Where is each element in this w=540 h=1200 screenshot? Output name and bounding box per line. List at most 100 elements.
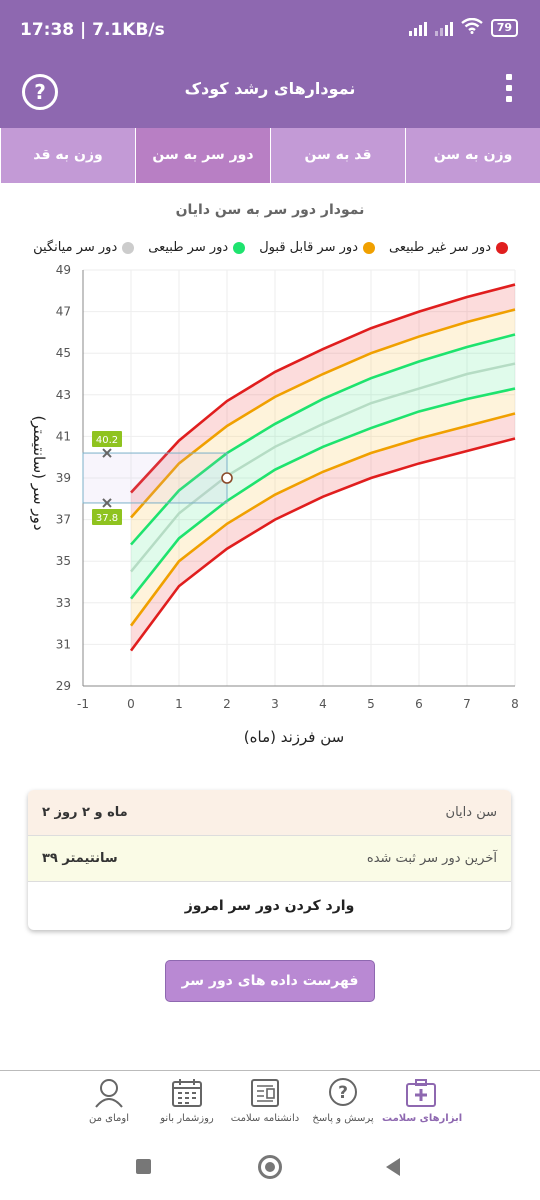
x-tick-label: 1 [175,697,183,711]
band-acceptable-high [131,309,515,545]
y-tick-label: 47 [56,305,71,319]
y-tick-label: 49 [56,263,71,277]
band-abnormal-high [131,284,515,518]
x-tick-label: 3 [271,697,279,711]
x-tick-label: 8 [511,697,519,711]
legend-item-normal: دور سر طبیعی [148,240,246,255]
legend-item-median: دور سر میانگین [33,240,135,255]
nav-label: دانشنامه سلامت [230,1113,300,1124]
question-bubble-icon: ? [329,1078,357,1106]
recents-icon[interactable] [136,1159,151,1174]
user-avatar-icon [95,1079,123,1108]
x-tick-label: 5 [367,697,375,711]
y-tick-label: 39 [56,471,71,485]
range-marker-icon [102,498,112,508]
tab-weight-for-age[interactable]: وزن به سن [405,128,540,183]
nav-label: پرسش و پاسخ [312,1113,374,1124]
y-tick-label: 35 [56,554,71,568]
home-icon[interactable] [258,1155,282,1179]
page-title: نمودارهای رشد کودک [184,79,356,98]
legend-swatch [233,241,246,254]
range-marker-icon [102,448,112,458]
legend-label: دور سر میانگین [33,240,118,255]
signal-icon-2 [434,20,453,36]
y-tick-label: 31 [56,637,71,651]
range-box [82,452,228,504]
x-tick-label: 7 [463,697,471,711]
x-tick-label: 4 [319,697,327,711]
range-label: 40.2 [96,435,118,446]
legend-label: دور سر غیر طبیعی [388,240,491,255]
x-axis-label: سن فرزند (ماه) [244,728,344,746]
calendar-icon [172,1079,202,1107]
nav-label: روزشمار بانو [160,1113,214,1124]
status-time: 17:38 | 7.1KB/s [20,20,165,40]
tab-bar: وزن به سن قد به سن دور سر به سن وزن به ق… [0,128,540,183]
data-list-button[interactable]: فهرست داده های دور سر دایان [165,960,375,1029]
nav-profile[interactable]: اومای من [70,1071,148,1137]
x-tick-label: -1 [77,697,89,711]
newspaper-icon [251,1079,279,1107]
y-tick-label: 33 [56,596,71,610]
y-tick-label: 43 [56,388,71,402]
chart-title: نمودار دور سر به سن دایان [175,202,365,218]
measurement-point [221,472,233,484]
range-label-box [92,431,122,448]
age-label: سن دایان [445,805,497,820]
battery-icon: 79 [490,19,518,37]
more-menu-icon[interactable] [506,74,512,102]
band-abnormal-low [131,413,515,651]
info-card: ۲ ماه و ۲ روز سن دایان ۳۹ سانتیمتر آخرین… [28,790,511,930]
curve-median [130,362,516,573]
health-kit-icon [406,1079,436,1107]
signal-icon [408,20,427,36]
curve-abnormal-high [130,283,516,494]
help-icon[interactable]: ? [22,74,58,110]
enter-today-button[interactable]: وارد کردن دور سر امروز [184,898,355,914]
legend-swatch [362,241,375,254]
legend-item-acceptable: دور سر قابل قبول [259,240,375,255]
y-tick-label: 41 [56,429,71,443]
tab-head-for-age[interactable]: دور سر به سن [135,128,270,183]
status-icons: 79 [408,17,518,38]
curve-abnormal-low [129,437,516,652]
range-label: 37.8 [96,513,118,524]
bottom-nav: ابزارهای سلامت ? پرسش و پاسخ دانشنامه سل… [0,1070,540,1137]
legend-item-abnormal: دور سر غیر طبیعی [389,240,508,255]
legend-label: دور سر طبیعی [148,240,229,255]
age-row: ۲ ماه و ۲ روز سن دایان [28,790,511,836]
nav-qa[interactable]: ? پرسش و پاسخ [304,1071,382,1137]
curve-acceptable-high [130,308,516,519]
y-axis-label: دور سر (سانتیمتر) [30,415,48,530]
x-tick-label: 6 [415,697,423,711]
nav-health-tools[interactable]: ابزارهای سلامت [382,1071,463,1137]
nav-label: اومای من [89,1113,129,1124]
band-normal [131,334,515,599]
curve-normal-low [129,387,516,600]
curve-normal-high [130,333,516,546]
tab-weight-for-height[interactable]: وزن به قد [0,128,135,183]
chart-legend: دور سر غیر طبیعی دور سر قابل قبول دور سر… [33,240,508,255]
svg-text:?: ? [338,1083,348,1103]
last-measure-label: آخرین دور سر ثبت شده [366,851,497,866]
back-icon[interactable] [386,1158,400,1176]
curve-acceptable-low [129,412,516,627]
growth-chart[interactable]: -1 0 1 2 3 4 5 6 7 8293133353739414345474940.237.… [0,262,540,762]
x-tick-label: 2 [223,697,231,711]
band-acceptable-low [131,388,515,626]
status-bar: 17:38 | 7.1KB/s 79 [0,0,540,52]
last-measure-row: ۳۹ سانتیمتر آخرین دور سر ثبت شده [28,836,511,882]
y-tick-label: 29 [56,679,71,693]
nav-calendar[interactable]: روزشمار بانو [148,1071,226,1137]
nav-encyclopedia[interactable]: دانشنامه سلامت [226,1071,304,1137]
tab-height-for-age[interactable]: قد به سن [270,128,405,183]
y-tick-label: 37 [56,513,71,527]
legend-swatch [496,241,508,254]
nav-label: ابزارهای سلامت [382,1113,463,1124]
last-measure-value: ۳۹ سانتیمتر [42,851,118,866]
x-tick-label: 0 [127,697,135,711]
age-value: ۲ ماه و ۲ روز [42,805,128,820]
legend-swatch [122,241,135,254]
system-nav [0,1140,540,1200]
range-label-box [92,508,122,525]
